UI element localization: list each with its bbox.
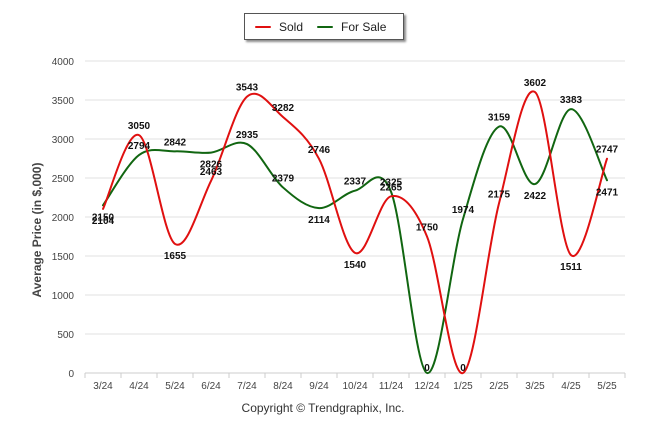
y-axis-title: Average Price (in $,000) — [30, 162, 44, 298]
data-label-sold-8-24: 3282 — [272, 103, 295, 114]
x-tick-label-4-25: 4/25 — [561, 381, 581, 392]
data-label-sold-2-25: 2175 — [488, 189, 511, 200]
x-tick-label-5-25: 5/25 — [597, 381, 617, 392]
copyright-credit: Copyright © Trendgraphix, Inc. — [241, 401, 405, 415]
data-label-sold-1-25: 0 — [460, 363, 466, 374]
x-tick-label-4-24: 4/24 — [129, 381, 149, 392]
x-tick-label-5-24: 5/24 — [165, 381, 185, 392]
y-tick-label-4000: 4000 — [52, 57, 75, 68]
data-label-for-sale-3-25: 2422 — [524, 191, 547, 202]
y-tick-label-2000: 2000 — [52, 213, 75, 224]
data-label-for-sale-5-24: 2842 — [164, 137, 187, 148]
data-label-sold-9-24: 2746 — [308, 145, 331, 156]
legend-swatch-sold — [255, 25, 271, 28]
legend-item-for-sale[interactable]: For Sale — [317, 20, 386, 34]
data-label-sold-5-24: 1655 — [164, 251, 187, 262]
y-tick-label-0: 0 — [68, 369, 74, 380]
series-line-sold — [102, 90, 608, 375]
y-tick-label-1000: 1000 — [52, 291, 75, 302]
x-tick-label-11-24: 11/24 — [379, 381, 404, 392]
x-tick-label-3-25: 3/25 — [525, 381, 545, 392]
y-tick-label-3000: 3000 — [52, 135, 75, 146]
data-label-for-sale-11-24: 2325 — [380, 178, 403, 189]
data-label-for-sale-12-24: 0 — [424, 363, 430, 374]
data-label-for-sale-7-24: 2935 — [236, 130, 259, 141]
data-label-for-sale-9-24: 2114 — [308, 215, 330, 226]
data-label-sold-6-24: 2463 — [200, 167, 223, 178]
legend-item-sold[interactable]: Sold — [255, 20, 303, 34]
data-label-sold-12-24: 1750 — [416, 223, 439, 234]
data-label-sold-5-25: 2747 — [596, 145, 619, 156]
legend-label-for-sale: For Sale — [341, 19, 387, 34]
x-tick-label-3-24: 3/24 — [93, 381, 113, 392]
x-tick-label-9-24: 9/24 — [309, 381, 329, 392]
data-label-for-sale-8-24: 2379 — [272, 173, 295, 184]
x-tick-label-10-24: 10/24 — [342, 381, 367, 392]
data-label-for-sale-4-24: 2794 — [128, 141, 151, 152]
x-tick-label-2-25: 2/25 — [489, 381, 509, 392]
data-label-for-sale-3-24: 2150 — [92, 212, 115, 223]
data-label-sold-10-24: 1540 — [344, 260, 367, 271]
data-label-for-sale-5-25: 2471 — [596, 187, 619, 198]
x-tick-label-7-24: 7/24 — [237, 381, 257, 392]
data-label-sold-11-24: 2265 — [380, 182, 403, 193]
y-tick-label-1500: 1500 — [52, 252, 75, 263]
x-tick-label-8-24: 8/24 — [273, 381, 293, 392]
series-line-for-sale — [102, 108, 608, 375]
y-tick-label-2500: 2500 — [52, 174, 75, 185]
data-label-sold-4-24: 3050 — [128, 121, 151, 132]
data-label-for-sale-1-25: 1974 — [452, 205, 475, 216]
data-label-sold-3-24: 2104 — [92, 216, 115, 227]
legend-label-sold: Sold — [279, 19, 304, 34]
x-tick-label-12-24: 12/24 — [414, 381, 439, 392]
x-tick-label-6-24: 6/24 — [201, 381, 221, 392]
data-label-for-sale-4-25: 3383 — [560, 95, 583, 106]
data-label-for-sale-6-24: 2826 — [200, 160, 223, 171]
y-tick-label-500: 500 — [57, 330, 74, 341]
data-label-sold-3-25: 3602 — [524, 78, 547, 89]
data-label-sold-7-24: 3543 — [236, 83, 259, 94]
x-tick-label-1-25: 1/25 — [453, 381, 473, 392]
y-tick-label-3500: 3500 — [52, 96, 75, 107]
data-label-for-sale-10-24: 2337 — [344, 177, 367, 188]
chart-legend: Sold For Sale — [244, 13, 404, 40]
data-label-sold-4-25: 1511 — [560, 262, 582, 273]
legend-swatch-for-sale — [317, 25, 334, 28]
data-label-for-sale-2-25: 3159 — [488, 113, 511, 124]
